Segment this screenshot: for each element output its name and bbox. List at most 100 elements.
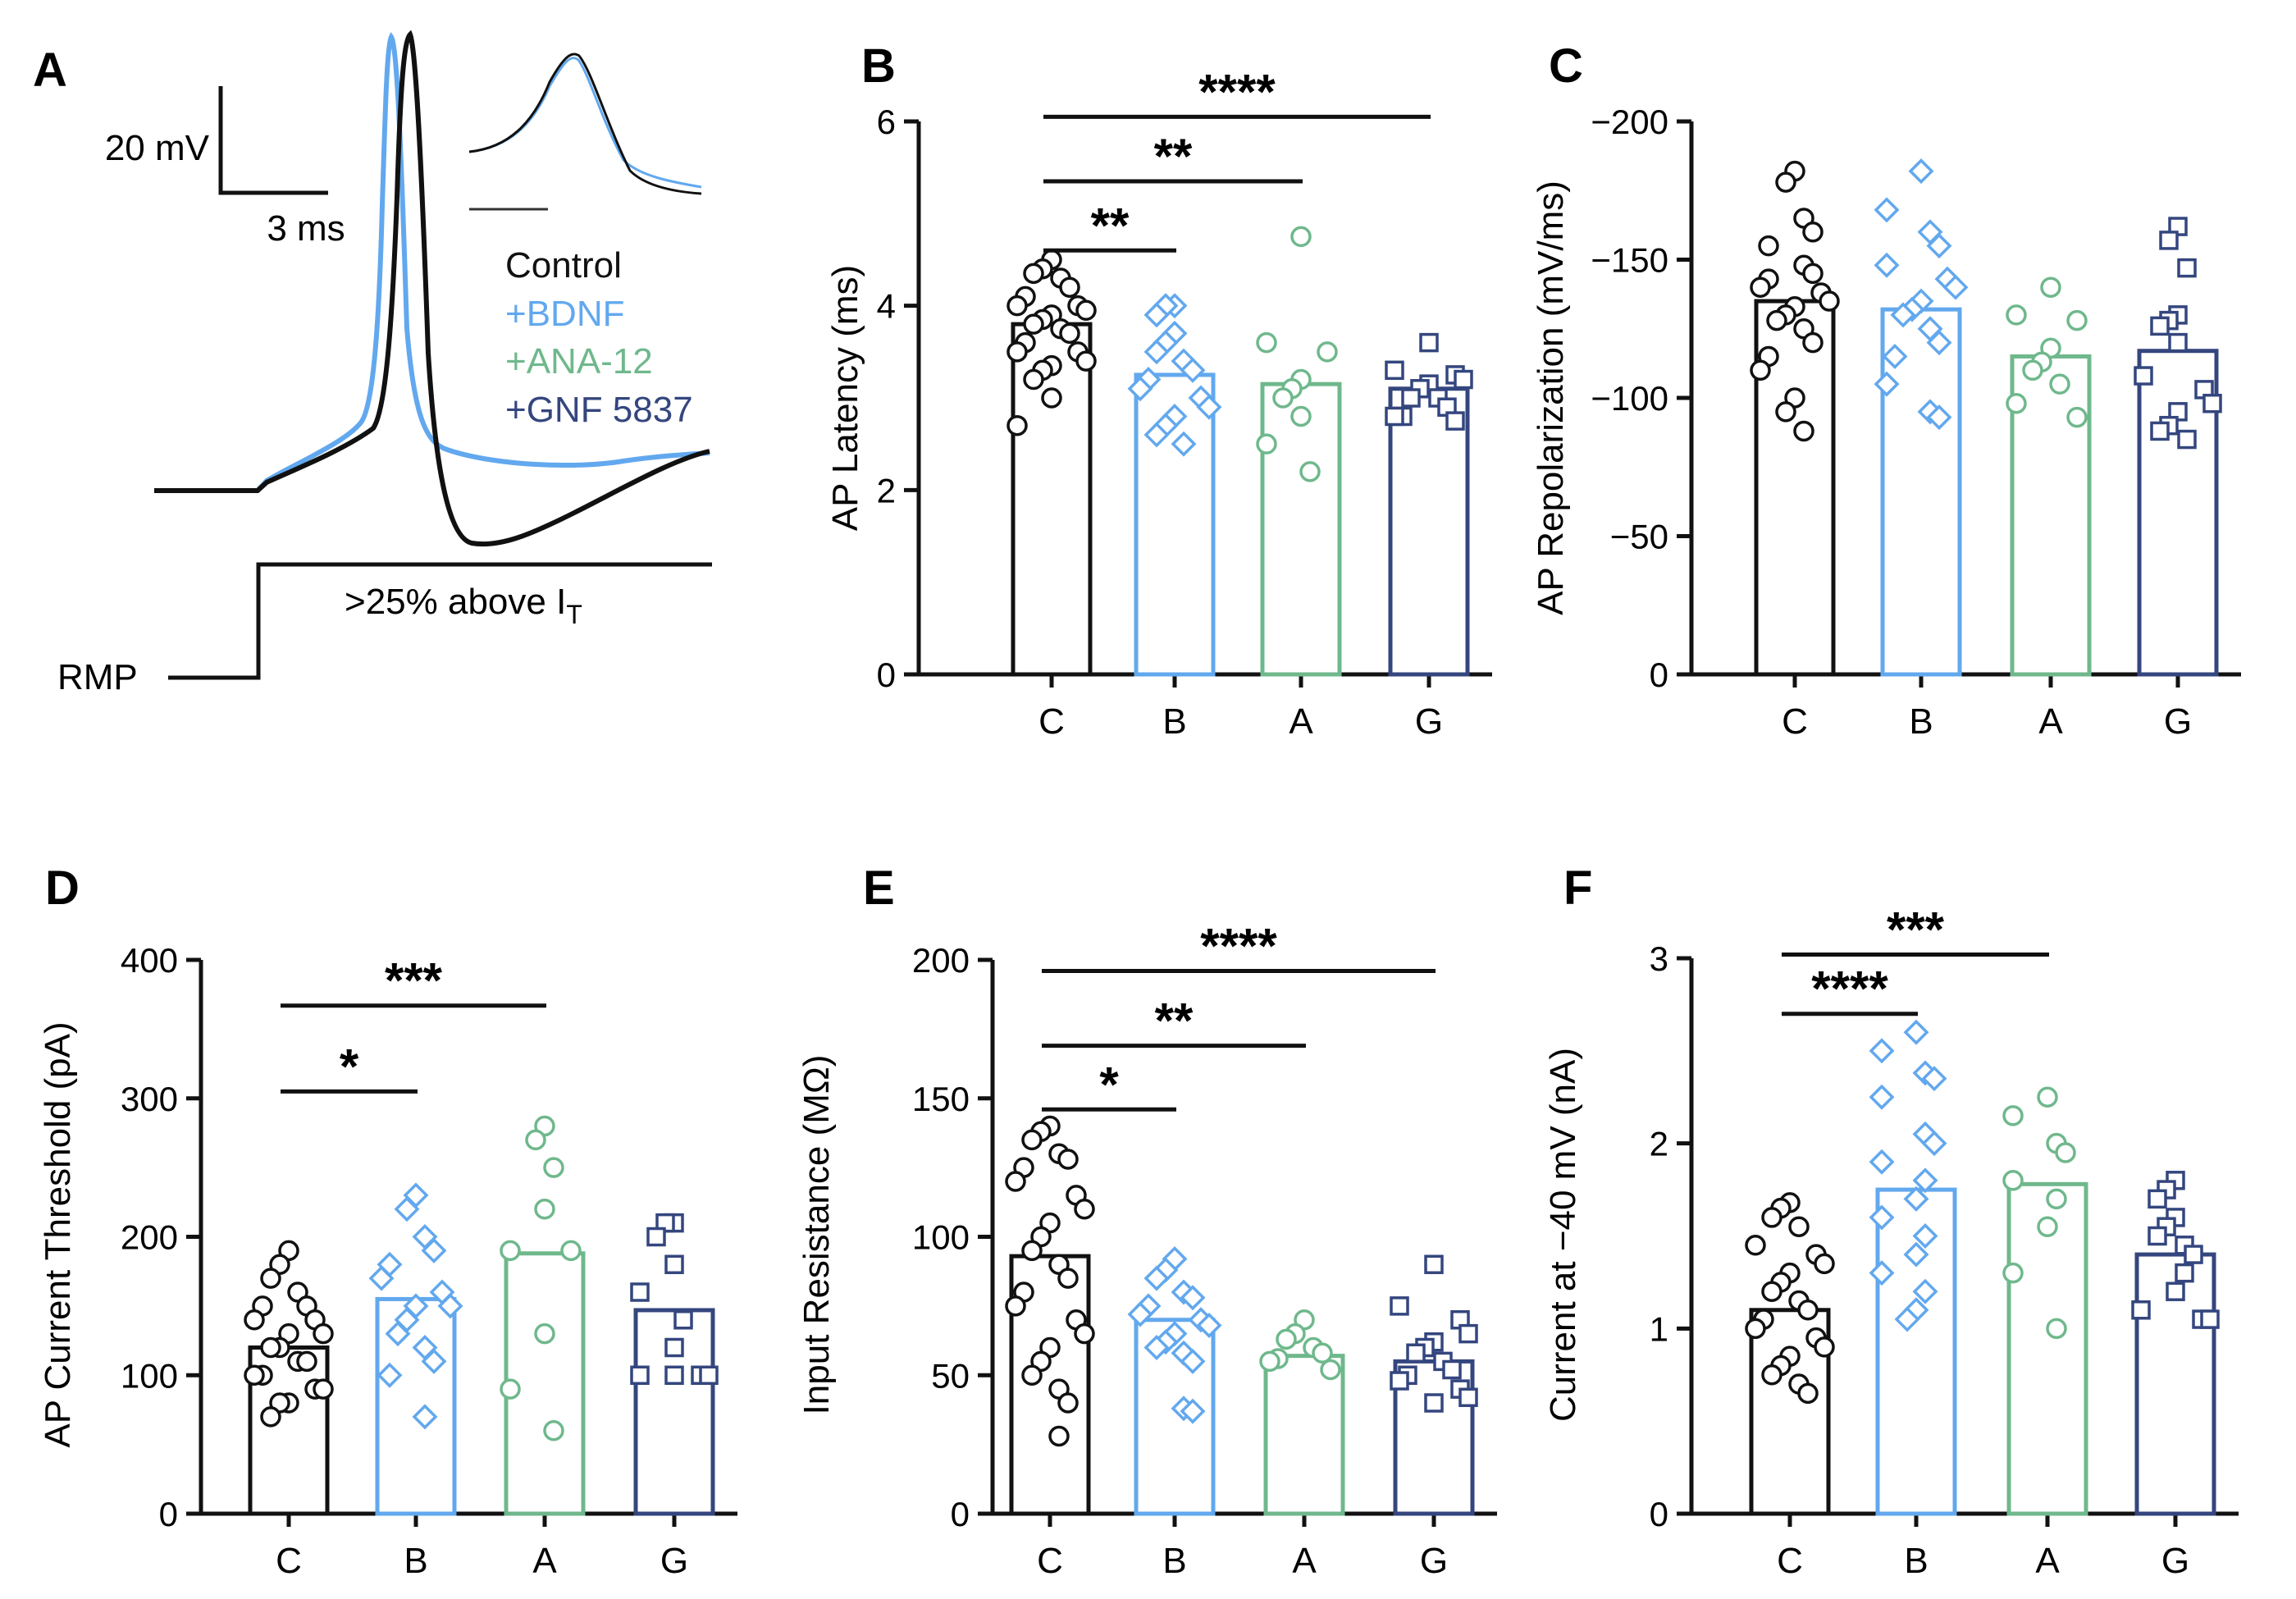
data-point: [2002, 1105, 2024, 1126]
data-point: [1802, 331, 1824, 354]
x-tick-label: B: [1162, 1541, 1186, 1581]
data-point: [1926, 404, 1952, 431]
trace-bdnf: [154, 32, 710, 493]
data-point: [2148, 1189, 2167, 1209]
data-point: [1814, 1253, 1835, 1275]
data-point: [2202, 393, 2222, 413]
y-tick-label: 400: [121, 941, 178, 980]
data-point: [1874, 252, 1900, 278]
y-tick-label: 50: [931, 1356, 970, 1395]
significance-label: **: [1155, 994, 1194, 1048]
data-point: [1006, 295, 1028, 317]
data-point: [2046, 1188, 2067, 1210]
data-point: [1312, 1342, 1333, 1364]
inset-trace-bdnf: [468, 57, 702, 189]
data-point: [1021, 1240, 1043, 1262]
y-tick-label: −50: [1610, 518, 1668, 556]
significance-label: **: [1091, 198, 1130, 253]
data-point: [1023, 368, 1044, 391]
data-point: [1385, 406, 1404, 427]
y-axis-label: AP Current Threshold (pA): [38, 1021, 78, 1447]
x-tick-label: B: [1904, 1541, 1928, 1581]
data-point: [2002, 1262, 2024, 1284]
y-tick-label: 3: [1650, 939, 1668, 978]
y-tick-label: 200: [121, 1218, 178, 1257]
data-point: [1059, 276, 1080, 298]
y-tick-label: 100: [912, 1218, 970, 1257]
scale-bar: [218, 86, 328, 195]
data-point: [1401, 388, 1421, 408]
data-point: [2177, 258, 2197, 278]
data-point: [1894, 1306, 1920, 1332]
data-point: [1442, 1359, 1462, 1380]
y-axis-label: AP Latency (ms): [825, 265, 865, 531]
data-point: [1419, 332, 1439, 353]
data-point: [1926, 330, 1952, 356]
data-point: [699, 1365, 719, 1385]
data-point: [1290, 226, 1312, 248]
data-point: [1942, 274, 1969, 300]
data-point: [1021, 1129, 1043, 1151]
x-tick-label: B: [404, 1541, 427, 1581]
bar-a: [1260, 381, 1342, 677]
data-point: [1775, 401, 1796, 423]
data-point: [1797, 1300, 1819, 1321]
data-point: [1127, 376, 1153, 402]
data-point: [1256, 433, 1277, 455]
data-point: [1180, 1398, 1206, 1424]
data-point: [1048, 1425, 1070, 1447]
data-point: [1903, 1019, 1929, 1045]
data-point: [1758, 235, 1779, 257]
rmp-label: RMP: [57, 657, 138, 697]
x-tick-label: C: [1037, 1541, 1063, 1581]
scale-x-label: 3 ms: [267, 208, 345, 249]
y-tick-label: 2: [1650, 1125, 1668, 1163]
data-point: [1750, 276, 1771, 298]
legend-ana12: +ANA-12: [505, 341, 653, 381]
data-point: [437, 1293, 463, 1319]
data-point: [1912, 1223, 1938, 1249]
significance-label: ***: [385, 953, 443, 1008]
data-point: [673, 1310, 693, 1330]
data-point: [1819, 290, 1840, 312]
data-point: [1750, 359, 1771, 381]
panel-c: C 0 −50 −100 −150 −200 AP Repolarization (mV/…: [1531, 39, 2241, 742]
y-tick-label: 6: [877, 103, 896, 141]
y-tick-label: 0: [159, 1495, 178, 1533]
data-point: [1005, 1171, 1026, 1192]
data-point: [1908, 158, 1934, 185]
data-point: [1143, 422, 1170, 448]
legend-gnf5837: +GNF 5837: [505, 390, 693, 430]
data-point: [313, 1378, 334, 1400]
data-point: [525, 1129, 546, 1151]
legend-control: Control: [505, 245, 622, 286]
data-point: [630, 1365, 650, 1385]
y-tick-label: 2: [877, 471, 896, 509]
panel-e: E 0 50 100 150 200 Input Resistance (MΩ) C B A G *…: [797, 861, 1497, 1581]
data-point: [244, 1364, 265, 1386]
significance-label: ****: [1811, 962, 1888, 1017]
y-axis-label: Input Resistance (MΩ): [797, 1055, 837, 1415]
bar-a: [2006, 1181, 2088, 1516]
data-point: [1458, 1323, 1478, 1344]
data-point: [560, 1240, 582, 1262]
data-point: [1874, 371, 1900, 397]
data-point: [313, 1323, 334, 1345]
data-point: [1276, 1328, 1297, 1350]
y-tick-label: 0: [1650, 1495, 1668, 1533]
y-tick-label: 0: [951, 1495, 970, 1533]
data-point: [1074, 1199, 1095, 1220]
data-point: [385, 1321, 411, 1347]
data-point: [1023, 263, 1044, 285]
panel-d: D 0 100 200 300 400 AP Current Threshold (pA)…: [38, 861, 737, 1581]
significance-label: ****: [1200, 919, 1277, 974]
data-point: [2148, 1226, 2167, 1246]
y-axis-label: AP Repolarization (mV/ms): [1531, 180, 1571, 615]
panel-f: F 0 1 2 3 Current at −40 mV (nA) C B A G *******: [1543, 861, 2239, 1581]
data-point: [1761, 1364, 1782, 1386]
data-point: [1180, 1285, 1206, 1311]
panel-letter-f: F: [1563, 861, 1592, 915]
x-tick-label: G: [2161, 1541, 2189, 1581]
data-point: [377, 1362, 403, 1388]
